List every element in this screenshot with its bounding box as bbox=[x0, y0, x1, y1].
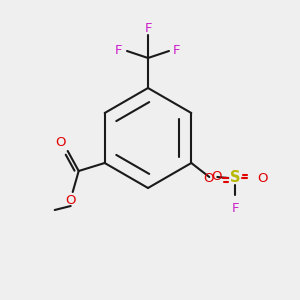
Text: O: O bbox=[65, 194, 76, 208]
Text: O: O bbox=[211, 170, 222, 184]
Text: F: F bbox=[144, 22, 152, 34]
Text: O: O bbox=[56, 136, 66, 149]
Text: S: S bbox=[230, 170, 241, 185]
Text: O: O bbox=[203, 172, 214, 184]
Text: F: F bbox=[232, 202, 239, 215]
Text: F: F bbox=[173, 44, 181, 56]
Text: F: F bbox=[115, 44, 123, 56]
Text: O: O bbox=[257, 172, 268, 184]
